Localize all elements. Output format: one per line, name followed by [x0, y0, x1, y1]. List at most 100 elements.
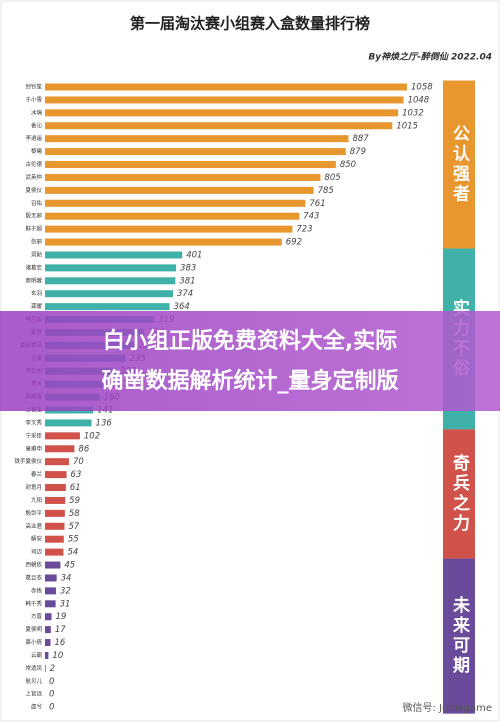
bar [45, 458, 69, 466]
value-label: 887 [352, 134, 369, 144]
group-panel [443, 80, 475, 249]
value-label: 70 [73, 457, 84, 467]
bar [45, 587, 56, 595]
value-label: 10 [52, 651, 63, 661]
bar [45, 613, 52, 621]
bar [45, 96, 404, 104]
group-label: 公认强者 [449, 124, 471, 204]
value-label: 364 [174, 302, 190, 312]
category-label: 黎曦 [31, 147, 43, 155]
value-label: 805 [324, 173, 340, 183]
bar [45, 225, 293, 233]
bar [45, 626, 51, 634]
category-label: 云霸 [31, 652, 43, 659]
value-label: 58 [69, 509, 80, 519]
overlay: 白小组正版免费资料大全,实际 确凿数据解析统计_量身定制版 [0, 311, 500, 411]
value-label: 31 [60, 599, 71, 609]
category-label: 高业君 [25, 522, 42, 530]
bar [45, 122, 393, 130]
group-label: 奇兵之力 [449, 453, 470, 534]
bar [45, 238, 282, 246]
category-label: 殷剑平 [25, 509, 42, 517]
category-label: 赤练 [31, 586, 43, 594]
bar [45, 509, 65, 517]
category-label: 虚兮 [31, 703, 43, 711]
banner-line: 确凿数据解析统计_量身定制版 [101, 368, 398, 394]
value-label: 723 [296, 225, 312, 235]
value-label: 32 [60, 586, 71, 596]
bar [45, 522, 65, 530]
group-panel [443, 558, 475, 714]
category-label: 航贝儿 [25, 677, 42, 685]
bar [45, 212, 300, 220]
value-label: 401 [186, 250, 202, 260]
value-label: 0 [49, 703, 54, 713]
category-label: 洞助 [31, 250, 43, 258]
category-label: 西朝依 [25, 561, 42, 569]
category-label: 皇甫申 [25, 444, 42, 452]
bar [45, 135, 349, 143]
bar [45, 639, 51, 647]
value-label: 374 [177, 289, 193, 299]
bar [45, 574, 57, 582]
bar [45, 445, 75, 453]
bar [45, 264, 177, 272]
bar [45, 303, 170, 311]
bar [45, 548, 64, 556]
category-label: 解安 [31, 535, 43, 543]
category-label: 宁采臣 [25, 431, 42, 439]
category-label: 于小雪 [25, 95, 42, 103]
category-label: 上官远 [25, 690, 42, 698]
value-label: 1048 [408, 95, 430, 105]
category-label: 鲜于超 [25, 225, 42, 233]
category-label: 九阳 [31, 496, 42, 504]
value-label: 45 [64, 561, 75, 571]
value-label: 761 [309, 199, 325, 209]
category-label: 燕明蓉 [25, 276, 42, 284]
value-label: 850 [340, 160, 356, 170]
bar [45, 83, 407, 91]
bar [45, 173, 321, 181]
category-label: 夏侯仪 [25, 186, 42, 194]
bar [45, 277, 176, 285]
bar [45, 251, 183, 259]
category-label: 殷无邪 [25, 212, 42, 220]
bar [45, 600, 56, 608]
value-label: 86 [78, 444, 89, 454]
bar [45, 186, 314, 194]
category-label: 剑邪 [31, 238, 43, 246]
category-label: 古伦德 [25, 160, 42, 168]
category-label: 铁手夏侯仪 [14, 457, 42, 465]
value-label: 17 [55, 625, 66, 635]
value-label: 59 [69, 496, 80, 506]
watermark: 微信号: Junlegame [403, 701, 492, 714]
bar [45, 664, 46, 672]
group-panel [443, 429, 475, 559]
category-label: 韩千秀 [25, 599, 42, 607]
value-label: 0 [49, 677, 54, 687]
bar [45, 109, 399, 117]
value-label: 57 [69, 522, 80, 532]
value-label: 19 [56, 612, 67, 622]
bar [45, 484, 66, 492]
value-label: 54 [67, 548, 78, 558]
category-label: 方晋 [31, 612, 43, 620]
category-label: 慕小倩 [25, 638, 42, 646]
value-label: 102 [84, 431, 100, 441]
category-label: 司迈 [31, 548, 43, 556]
value-label: 2 [50, 664, 55, 674]
value-label: 16 [54, 638, 65, 648]
value-label: 63 [71, 470, 82, 480]
category-label: 春兰 [31, 470, 43, 478]
value-label: 61 [70, 483, 81, 493]
category-label: 常遗凤 [25, 664, 42, 672]
value-label: 381 [179, 276, 195, 286]
banner-line: 白小组正版免费资料大全,实际 [103, 328, 397, 354]
category-label: 封铃笙 [25, 83, 42, 91]
bar [45, 561, 61, 569]
value-label: 692 [286, 238, 302, 248]
bar [45, 471, 67, 479]
category-label: 夏侯明 [25, 625, 42, 633]
bar [45, 161, 336, 169]
